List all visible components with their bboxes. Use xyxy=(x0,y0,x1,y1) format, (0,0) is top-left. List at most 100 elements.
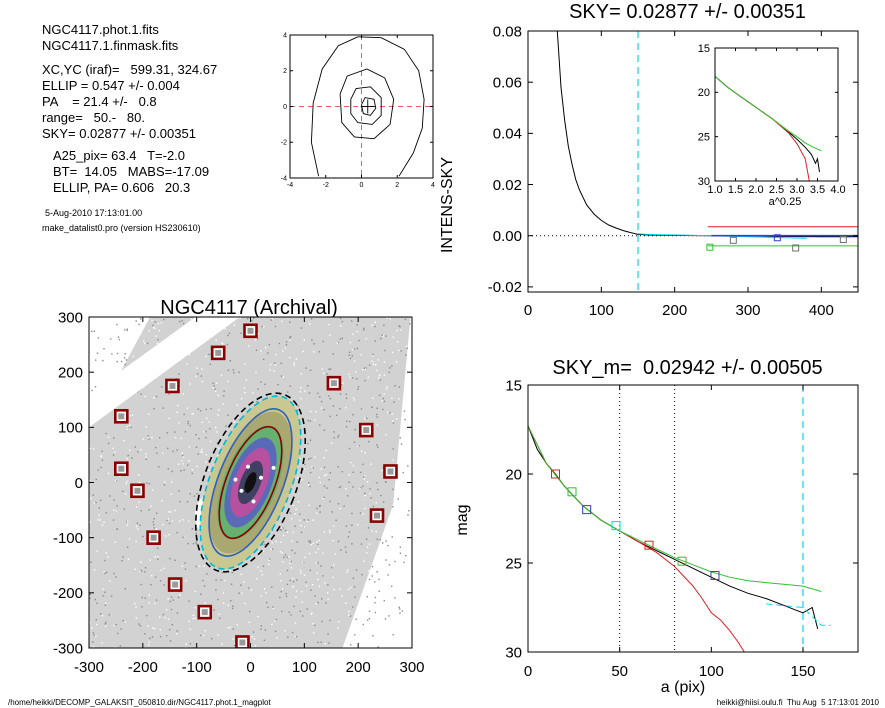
noise-dot xyxy=(256,400,258,403)
noise-dot xyxy=(408,510,410,512)
mag-xtick-label: 100 xyxy=(699,663,724,680)
noise-dot xyxy=(212,382,214,385)
noise-dot xyxy=(290,518,293,520)
noise-dot xyxy=(326,487,328,489)
noise-dot xyxy=(354,428,356,431)
noise-dot xyxy=(393,401,395,403)
noise-dot xyxy=(371,530,373,532)
noise-dot xyxy=(312,622,314,625)
noise-dot xyxy=(264,543,266,545)
noise-dot xyxy=(349,615,352,617)
noise-dot xyxy=(152,521,154,523)
noise-dot xyxy=(371,324,373,327)
noise-dot xyxy=(148,509,150,511)
noise-dot xyxy=(320,407,323,409)
noise-dot xyxy=(261,325,263,328)
noise-dot xyxy=(113,572,115,575)
noise-dot xyxy=(329,472,332,474)
noise-dot xyxy=(224,328,226,330)
contour-line xyxy=(361,97,377,116)
noise-dot xyxy=(399,612,401,614)
noise-dot xyxy=(147,435,149,437)
noise-dot xyxy=(135,339,137,342)
noise-dot xyxy=(379,539,381,541)
noise-dot xyxy=(147,644,150,646)
sky-ytick-label: 0.04 xyxy=(493,126,522,143)
noise-dot xyxy=(230,600,232,602)
noise-dot xyxy=(394,560,396,563)
noise-dot xyxy=(397,341,399,343)
noise-dot xyxy=(309,540,311,542)
noise-dot xyxy=(302,468,304,470)
noise-dot xyxy=(372,363,375,366)
noise-dot xyxy=(294,513,296,515)
noise-dot xyxy=(404,418,406,421)
noise-dot xyxy=(116,323,118,326)
noise-dot xyxy=(268,563,270,566)
galaxy-body xyxy=(194,392,307,573)
noise-dot xyxy=(161,386,163,388)
noise-dot xyxy=(362,369,364,371)
noise-dot xyxy=(265,601,268,604)
noise-dot xyxy=(390,632,392,634)
noise-dot xyxy=(319,504,321,507)
noise-dot xyxy=(369,492,371,495)
noise-dot xyxy=(348,531,351,533)
noise-dot xyxy=(108,614,110,616)
noise-dot xyxy=(110,595,113,597)
noise-dot xyxy=(210,407,212,410)
noise-dot xyxy=(264,346,267,349)
noise-dot xyxy=(89,447,91,449)
noise-dot xyxy=(382,542,384,544)
noise-dot xyxy=(108,347,110,350)
galaxy-ellipse xyxy=(199,395,302,570)
noise-dot xyxy=(290,567,293,569)
noise-dot xyxy=(274,630,277,633)
galaxy-image-title: NGC4117 (Archival) xyxy=(160,297,338,319)
noise-dot xyxy=(315,410,317,413)
noise-dot xyxy=(350,644,352,646)
noise-dot xyxy=(163,567,165,570)
noise-dot xyxy=(318,476,320,479)
noise-dot xyxy=(227,414,229,416)
mag-ytick-label: 20 xyxy=(505,466,522,483)
noise-dot xyxy=(286,531,289,533)
noise-dot xyxy=(408,622,410,624)
noise-dot xyxy=(348,614,350,616)
noise-dot xyxy=(152,627,154,629)
noise-dot xyxy=(386,580,389,582)
noise-dot xyxy=(227,334,229,337)
noise-dot xyxy=(140,561,142,563)
galaxy-xtick-label: -100 xyxy=(182,659,212,676)
noise-dot xyxy=(353,360,356,362)
mag-ytick-label: 25 xyxy=(505,555,522,572)
noise-dot xyxy=(92,632,95,634)
noise-dot xyxy=(209,363,211,365)
noise-dot xyxy=(239,317,241,319)
noise-dot xyxy=(177,596,180,599)
noise-dot xyxy=(186,501,189,503)
noise-dot xyxy=(349,376,351,378)
galaxy-xtick-label: 100 xyxy=(292,659,317,676)
noise-dot xyxy=(391,365,393,367)
noise-dot xyxy=(308,540,310,543)
noise-dot xyxy=(406,427,408,430)
noise-dot xyxy=(404,596,407,598)
noise-dot xyxy=(144,597,147,599)
noise-dot xyxy=(373,594,375,597)
inset-xtick-label: 2.5 xyxy=(769,184,784,196)
galaxy-dot xyxy=(251,499,256,504)
noise-dot xyxy=(395,548,397,550)
noise-dot xyxy=(398,386,401,388)
noise-dot xyxy=(187,422,189,425)
noise-dot xyxy=(168,534,170,536)
noise-dot xyxy=(166,432,169,434)
noise-dot xyxy=(337,466,339,468)
noise-dot xyxy=(328,368,330,370)
noise-dot xyxy=(329,415,331,418)
sky-box-fill xyxy=(201,609,208,616)
noise-dot xyxy=(358,339,360,342)
noise-dot xyxy=(289,512,292,514)
noise-dot xyxy=(166,635,168,637)
